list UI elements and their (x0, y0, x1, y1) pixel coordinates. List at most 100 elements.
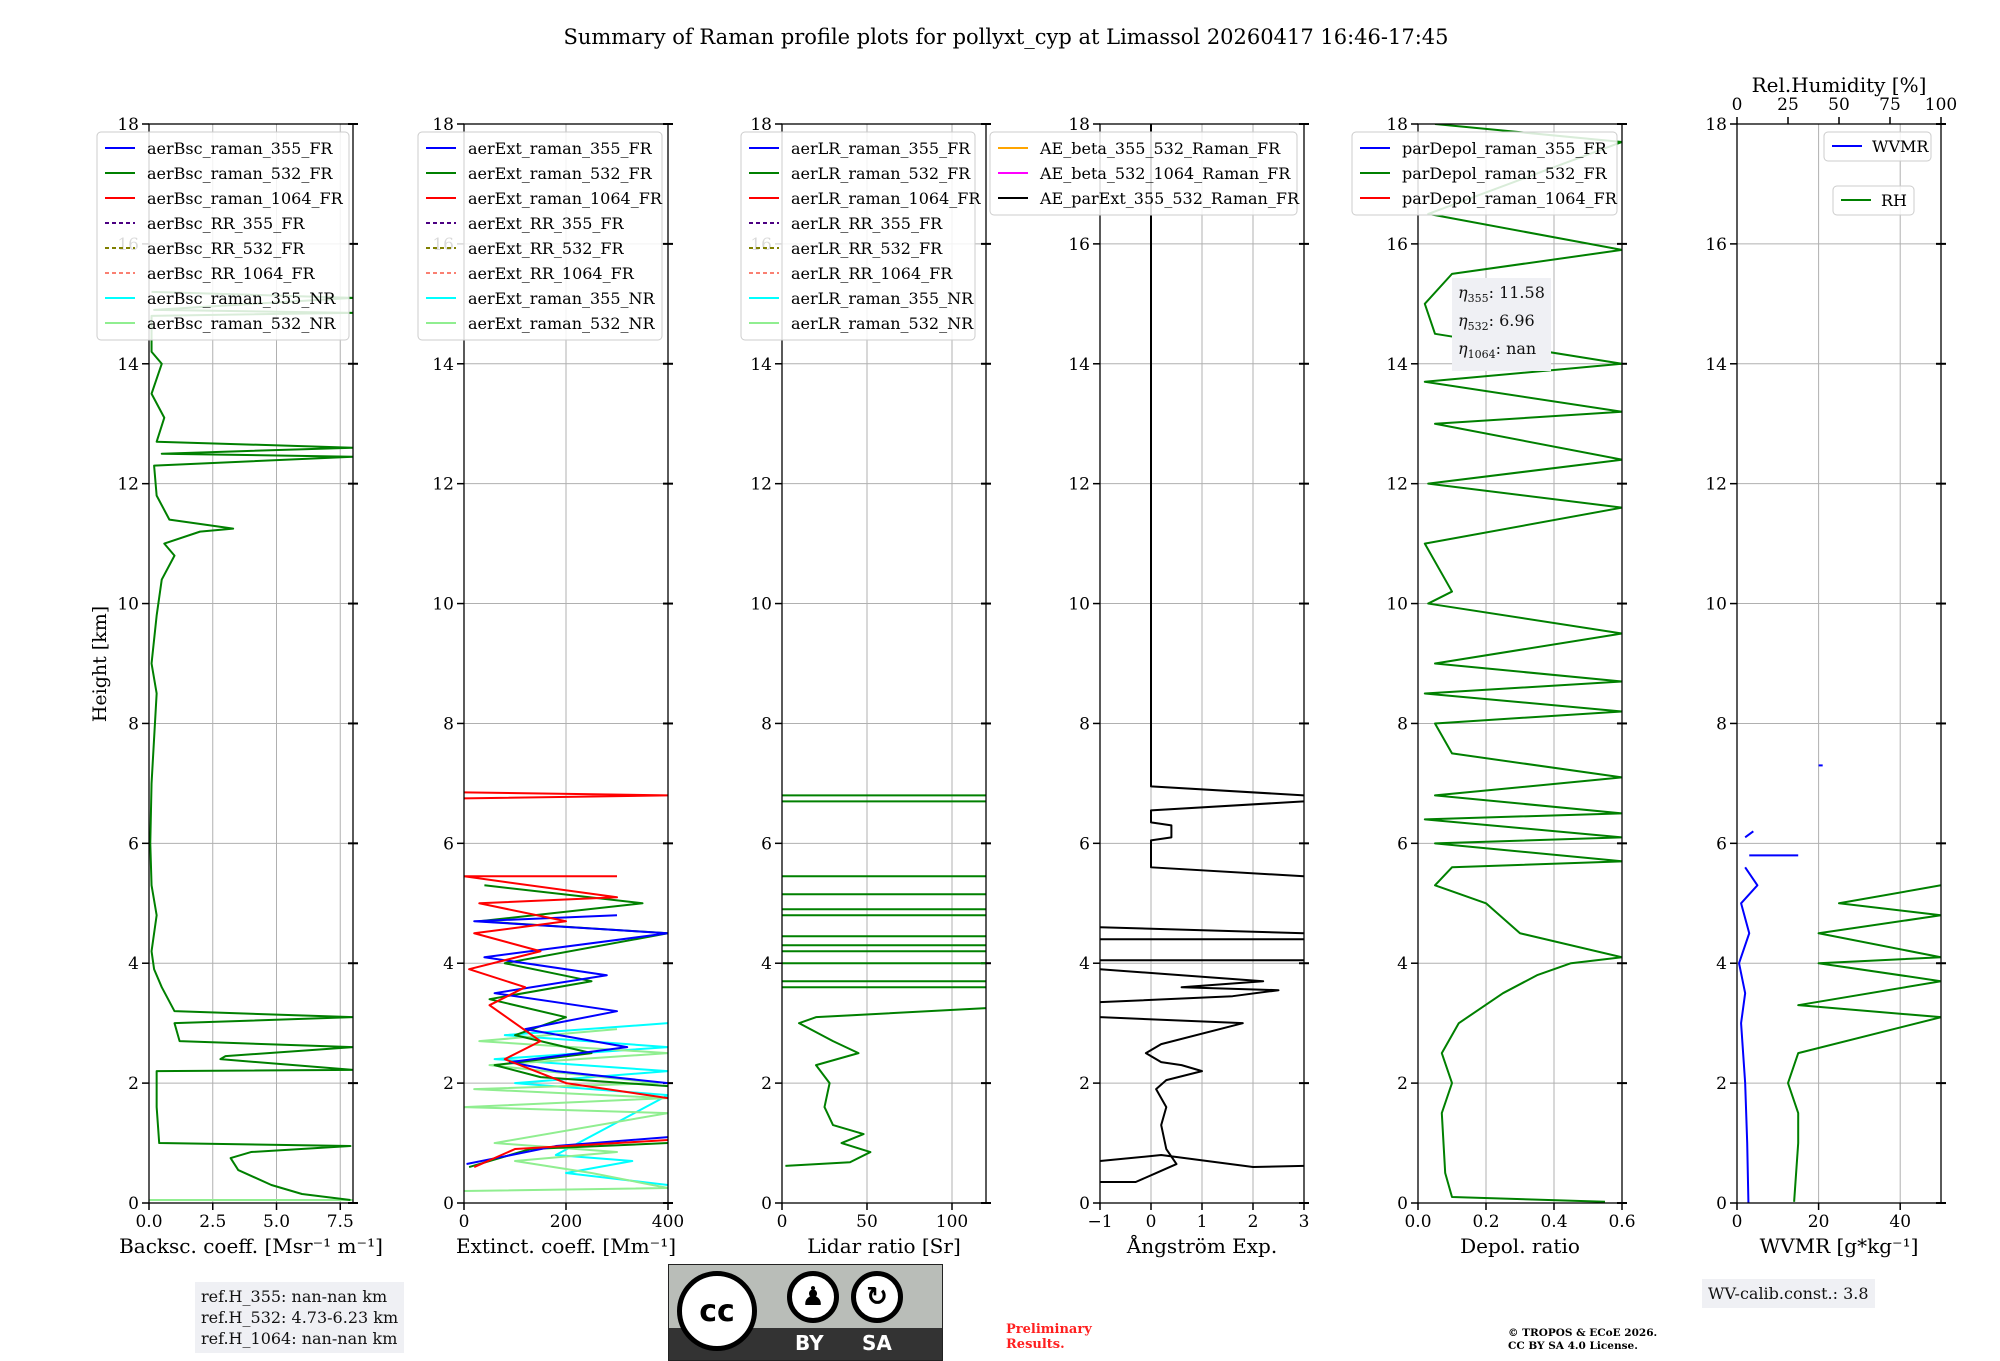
y-tick-label: 0 (1397, 1194, 1408, 1214)
y-tick-label: 2 (1397, 1074, 1408, 1094)
legend: aerBsc_raman_355_FR aerBsc_raman_532_FRae… (96, 131, 350, 341)
y-tick-label: 10 (117, 595, 139, 615)
axes-frame (1099, 123, 1305, 1204)
ref-h-532: ref.H_532: 4.73-6.23 km (201, 1308, 399, 1327)
series-group (1738, 764, 1941, 1203)
legend-box (96, 131, 350, 341)
y-tick-label: 2 (128, 1074, 139, 1094)
series-line-AE_parExt_355_532_Raman_FR (1100, 1016, 1244, 1184)
ref-h-1064: ref.H_1064: nan-nan km (201, 1329, 398, 1348)
x-tick-label: 3 (1299, 1212, 1310, 1232)
x-tick-label: 0 (1732, 1212, 1743, 1232)
legend-label: aerExt_RR_532_FR (468, 239, 625, 258)
top-x-tick-label: 100 (1925, 95, 1957, 115)
series-line-aerExt_raman_1064_FR (464, 875, 668, 1100)
x-axis-label: Lidar ratio [Sr] (807, 1234, 961, 1258)
x-tick-label: 20 (1808, 1212, 1830, 1232)
legend: aerLR_raman_355_FR aerLR_raman_532_FR aerL… (740, 131, 981, 341)
legend-label: aerExt_raman_532_FR (468, 164, 653, 183)
y-tick-label: 6 (1716, 834, 1727, 854)
legend-label: parDepol_raman_355_FR (1402, 139, 1608, 158)
x-tick-label: 0.0 (135, 1212, 162, 1232)
x-axis-label: Depol. ratio (1460, 1234, 1580, 1258)
y-tick-label: 18 (117, 115, 139, 135)
y-tick-label: 18 (1068, 115, 1090, 135)
panel-ext: 0246810121416180200400Extinct. coeff. [M… (417, 115, 684, 1258)
reference-height-box: ref.H_355: nan-nan km ref.H_532: 4.73-6.… (195, 1282, 405, 1353)
y-tick-label: 6 (1397, 834, 1408, 854)
y-tick-label: 12 (1068, 475, 1090, 495)
axes-frame (781, 123, 987, 1204)
eta-1064-value: : nan (1495, 339, 1537, 359)
y-tick-label: 10 (1705, 595, 1727, 615)
top-axis-label: Rel.Humidity [%] (1752, 73, 1927, 97)
series-line-AE_parExt_355_532_Raman_FR (1100, 968, 1280, 1004)
legend: AE_beta_355_532_Raman_FR AE_beta_532_1064… (989, 131, 1300, 216)
legend-label: RH (1881, 191, 1907, 210)
y-tick-label: 0 (1079, 1194, 1090, 1214)
y-tick-label: 6 (443, 834, 454, 854)
legend-label: aerLR_raman_532_NR (791, 314, 974, 333)
legend-label: aerLR_raman_532_FR (791, 164, 971, 183)
legend-label: parDepol_raman_532_FR (1402, 164, 1608, 183)
y-tick-label: 0 (443, 1194, 454, 1214)
legend-label: aerLR_raman_355_NR (791, 289, 974, 308)
axes-frame (463, 123, 669, 1204)
legend-box (1832, 185, 1915, 216)
x-tick-label: 40 (1889, 1212, 1911, 1232)
copyright-line: © TROPOS & ECoE 2026. (1508, 1327, 1658, 1339)
x-tick-label: 2 (1248, 1212, 1259, 1232)
series-line-aerExt_raman_1064_FR (473, 1139, 668, 1168)
top-x-tick-label: 50 (1828, 95, 1850, 115)
panel-lr: 024681012141618050100Lidar ratio [Sr]aer… (740, 115, 991, 1258)
series-line-RH (1787, 884, 1941, 1202)
series-group (464, 791, 668, 1193)
preliminary-note: Preliminary Results. (1006, 1322, 1092, 1352)
x-tick-label: 7.5 (327, 1212, 354, 1232)
legend: aerExt_raman_355_FR aerExt_raman_532_FRae… (417, 131, 663, 341)
y-tick-label: 4 (1079, 954, 1090, 974)
eta-532-sub: 532 (1467, 320, 1489, 334)
legend-rh: RH (1832, 185, 1915, 216)
y-tick-label: 8 (1079, 714, 1090, 734)
y-tick-label: 0 (1716, 1194, 1727, 1214)
eta-1064-sub: 1064 (1467, 348, 1496, 362)
y-tick-label: 18 (432, 115, 454, 135)
legend-label: aerExt_raman_355_FR (468, 139, 653, 158)
y-tick-label: 12 (1705, 475, 1727, 495)
y-tick-label: 4 (1397, 954, 1408, 974)
preliminary-line: Preliminary (1006, 1322, 1092, 1337)
eta-355-value: : 11.58 (1488, 283, 1545, 302)
legend-label: AE_beta_532_1064_Raman_FR (1039, 164, 1291, 183)
panel-depol: 0 2 4 6 8 10 12 14 16 18 0.0 0.2 0.4 0.6 Depol. ratio p… (1351, 115, 1636, 1258)
legend-box (740, 131, 976, 341)
y-tick-label: 16 (1386, 235, 1408, 255)
y-tick-label: 0 (761, 1194, 772, 1214)
y-tick-label: 0 (128, 1194, 139, 1214)
series-line-AE_parExt_355_532_Raman_FR (1150, 800, 1304, 878)
x-tick-label: 100 (936, 1212, 968, 1232)
x-tick-label: 0.6 (1608, 1212, 1635, 1232)
x-tick-label: 0 (777, 1212, 788, 1232)
x-tick-label: 0.0 (1404, 1212, 1431, 1232)
x-tick-label: 0 (459, 1212, 470, 1232)
y-tick-label: 6 (761, 834, 772, 854)
share-alike-icon: ↻ (851, 1271, 903, 1323)
top-x-tick-label: 75 (1879, 95, 1901, 115)
figure-title: Summary of Raman profile plots for polly… (563, 25, 1448, 49)
y-tick-label: 10 (1068, 595, 1090, 615)
y-tick-label: 14 (117, 355, 139, 375)
x-tick-label: 200 (550, 1212, 582, 1232)
legend-label: aerExt_RR_355_FR (468, 214, 625, 233)
y-tick-label: 12 (750, 475, 772, 495)
y-tick-label: 14 (1705, 355, 1727, 375)
legend-label: aerLR_raman_1064_FR (791, 189, 981, 208)
axes-frame (1736, 123, 1942, 1204)
series-line-parDepol_raman_532_FR (1423, 124, 1622, 1203)
y-tick-label: 6 (1079, 834, 1090, 854)
cc-icon: cc (677, 1271, 757, 1351)
